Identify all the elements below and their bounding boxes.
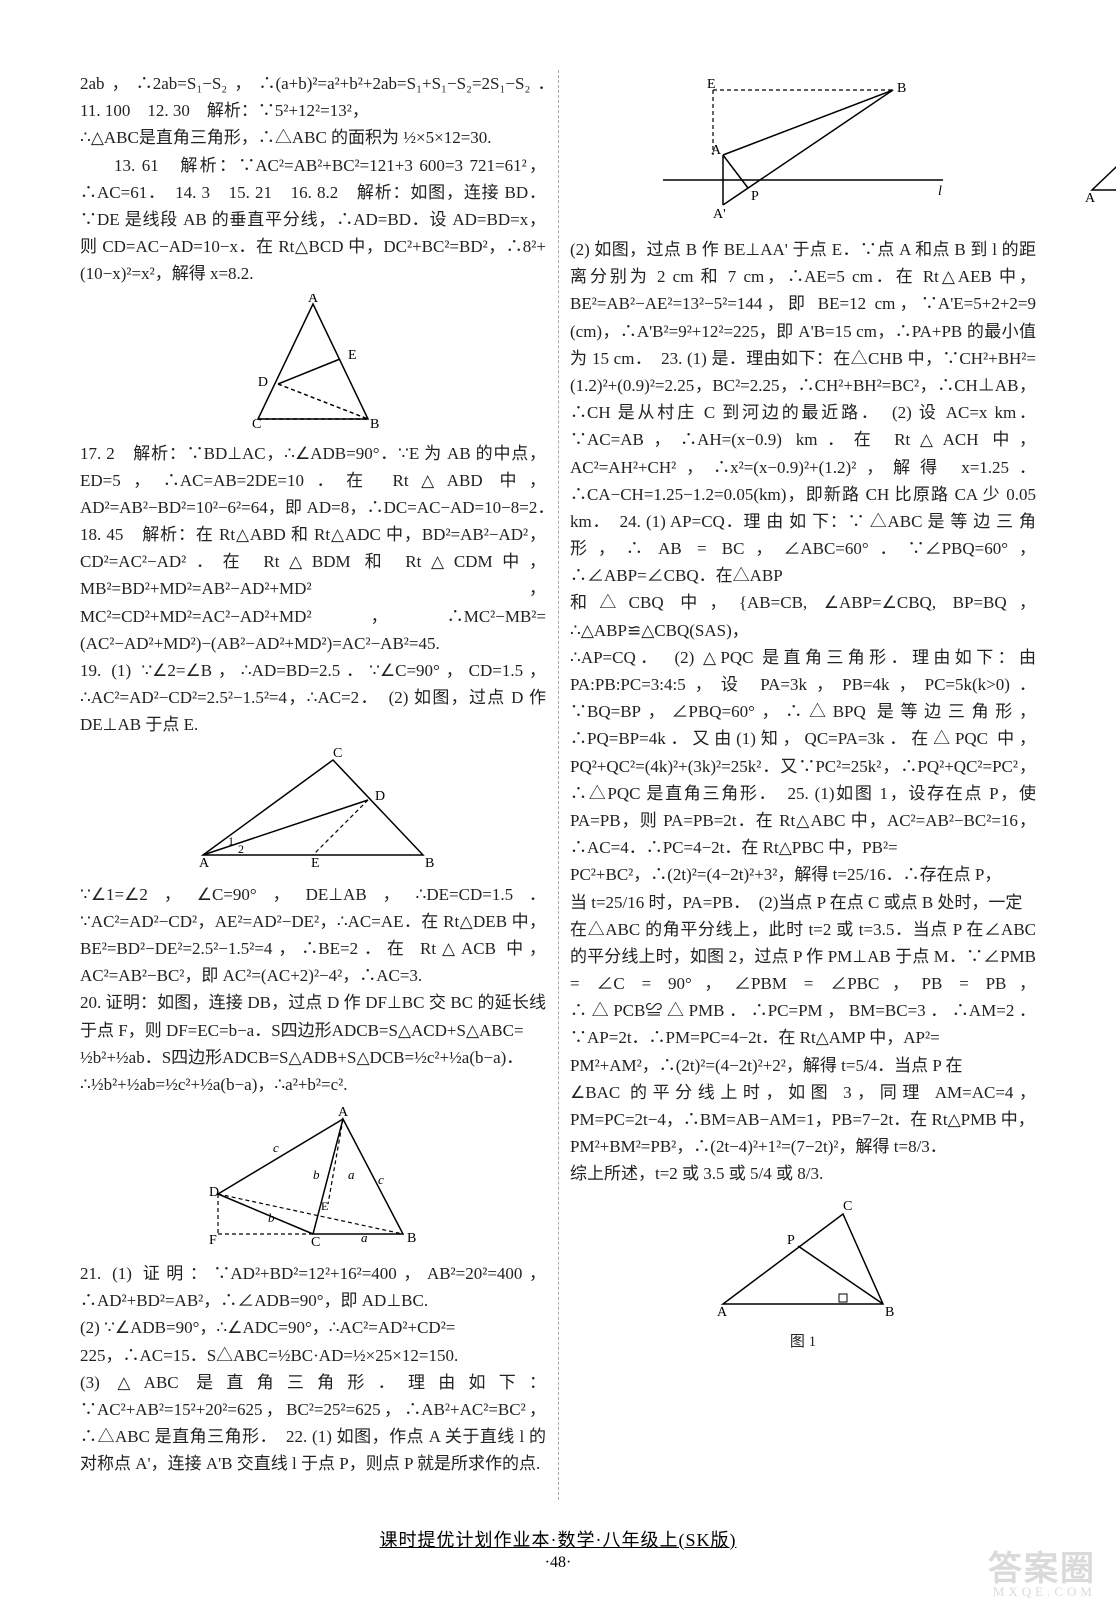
svg-text:A: A: [717, 1305, 728, 1320]
svg-text:B: B: [897, 81, 906, 96]
svg-text:B: B: [407, 1231, 416, 1246]
watermark-sub: MXQE.COM: [993, 1584, 1096, 1600]
page: 2ab，∴2ab=S₁−S₂，∴(a+b)²=a²+b²+2ab=S₁+S₁−S…: [0, 0, 1116, 1600]
svg-text:A: A: [1085, 191, 1096, 206]
figure-row: A B C P M 2t 2 4−2t 3 图 2: [1060, 70, 1116, 252]
text-block: 21. (1) 证明：∵AD²+BD²=12²+16²=400，AB²=20²=…: [80, 1260, 546, 1314]
footer-title: 课时提优计划作业本·数学·八年级上(SK版): [380, 1530, 737, 1550]
svg-text:C: C: [843, 1199, 852, 1214]
text-block: 225，∴AC=15．S△ABC=½BC·AD=½×25×12=150.: [80, 1342, 546, 1369]
diagram-19: A B C D E 1 2: [183, 745, 443, 875]
svg-text:P: P: [751, 189, 759, 204]
svg-text:D: D: [375, 789, 385, 804]
svg-text:F: F: [209, 1233, 217, 1248]
text-block: 2ab，∴2ab=S₁−S₂，∴(a+b)²=a²+b²+2ab=S₁+S₁−S…: [80, 70, 546, 124]
text-block: 在△ABC 的角平分线上，此时 t=2 或 t=3.5．当点 P 在∠ABC 的…: [570, 916, 1036, 1052]
svg-text:b: b: [268, 1210, 275, 1225]
svg-text:E: E: [348, 348, 357, 363]
text-block: ∠BAC 的平分线上时，如图 3，同理 AM=AC=4，PM=PC=2t−4，∴…: [570, 1079, 1036, 1133]
svg-text:D: D: [258, 375, 268, 390]
svg-text:B: B: [885, 1305, 894, 1320]
svg-text:C: C: [333, 746, 342, 761]
svg-text:C: C: [252, 417, 261, 432]
svg-text:a: a: [348, 1167, 355, 1182]
figure-25-2: A B C P M 2t 2 4−2t 3 图 2: [1077, 70, 1116, 252]
svg-text:E: E: [311, 856, 320, 871]
svg-text:l: l: [938, 184, 942, 199]
text-block: 20. 证明：如图，连接 DB，过点 D 作 DF⊥BC 交 BC 的延长线于点…: [80, 989, 546, 1043]
diagram-16: A E D C B: [228, 294, 398, 434]
text-block: (2) ∵∠ADB=90°，∴∠ADC=90°，∴AC²=AD²+CD²=: [80, 1314, 546, 1341]
text-block: PC²+BC²，∴(2t)²=(4−2t)²+3²，解得 t=25/16．∴存在…: [570, 861, 1036, 888]
svg-text:A: A: [338, 1105, 349, 1120]
text-block: ∴½b²+½ab=½c²+½a(b−a)，∴a²+b²=c².: [80, 1071, 546, 1098]
svg-text:E: E: [321, 1199, 328, 1213]
svg-text:A: A: [308, 294, 319, 306]
text-block: PM²+AM²，∴(2t)²=(4−2t)²+2²，解得 t=5/4．当点 P …: [570, 1052, 1036, 1079]
svg-text:2: 2: [238, 842, 244, 856]
svg-text:C: C: [311, 1235, 320, 1250]
figure-caption: 图 2: [1077, 228, 1116, 252]
diagram-20: A B C D F E a a b b c c: [193, 1104, 433, 1254]
text-block: ∴△ABC是直角三角形，∴△ABC 的面积为 ½×5×12=30.: [80, 124, 546, 151]
svg-text:A: A: [711, 143, 722, 158]
svg-text:a: a: [361, 1230, 368, 1245]
diagram-22: l E B A A' P: [653, 70, 953, 230]
watermark: 答案圈: [988, 1541, 1096, 1590]
column-separator: [558, 70, 559, 1500]
figure-25-1: A B C P 图 1: [570, 1194, 1036, 1354]
text-block: ∵∠1=∠2，∠C=90°，DE⊥AB，∴DE=CD=1.5．∵AC²=AD²−…: [80, 881, 546, 990]
text-block: 13. 61 解析：∵AC²=AB²+BC²=121+3 600=3 721=6…: [80, 152, 546, 288]
text-block: 17. 2 解析：∵BD⊥AC，∴∠ADB=90°．∵E 为 AB 的中点，ED…: [80, 440, 546, 658]
text-block: 和△CBQ 中，{AB=CB, ∠ABP=∠CBQ, BP=BQ，∴△ABP≌△…: [570, 589, 1036, 643]
svg-text:1: 1: [228, 834, 234, 848]
text-block: ∴AP=CQ． (2) △PQC 是直角三角形．理由如下：由 PA:PB:PC=…: [570, 644, 1036, 862]
text-block: 当 t=25/16 时，PA=PB． (2)当点 P 在点 C 或点 B 处时，…: [570, 889, 1036, 916]
svg-text:c: c: [378, 1172, 384, 1187]
svg-text:B: B: [370, 417, 379, 432]
page-number: ·48·: [0, 1554, 1116, 1572]
svg-text:b: b: [313, 1167, 320, 1182]
svg-text:A: A: [199, 856, 210, 871]
text-block: 19. (1) ∵∠2=∠B，∴AD=BD=2.5．∵∠C=90°，CD=1.5…: [80, 657, 546, 739]
svg-text:c: c: [273, 1140, 279, 1155]
text-block: 综上所述，t=2 或 3.5 或 5/4 或 8/3.: [570, 1160, 1036, 1187]
svg-text:P: P: [787, 1233, 795, 1248]
figure-caption: 图 1: [570, 1330, 1036, 1354]
text-block: ½b²+½ab．S四边形ADCB=S△ADB+S△DCB=½c²+½a(b−a)…: [80, 1044, 546, 1071]
text-block: PM²+BM²=PB²，∴(2t−4)²+1²=(7−2t)²，解得 t=8/3…: [570, 1133, 1036, 1160]
footer: 课时提优计划作业本·数学·八年级上(SK版) ·48·: [0, 1526, 1116, 1572]
text-block: (2) 如图，过点 B 作 BE⊥AA' 于点 E．∵点 A 和点 B 到 l …: [570, 236, 1036, 589]
svg-text:B: B: [425, 856, 434, 871]
svg-text:E: E: [707, 77, 716, 92]
svg-text:A': A': [713, 207, 726, 222]
svg-text:D: D: [209, 1185, 219, 1200]
text-block: (3) △ABC 是直角三角形．理由如下：∵AC²+AB²=15²+20²=62…: [80, 1369, 546, 1478]
